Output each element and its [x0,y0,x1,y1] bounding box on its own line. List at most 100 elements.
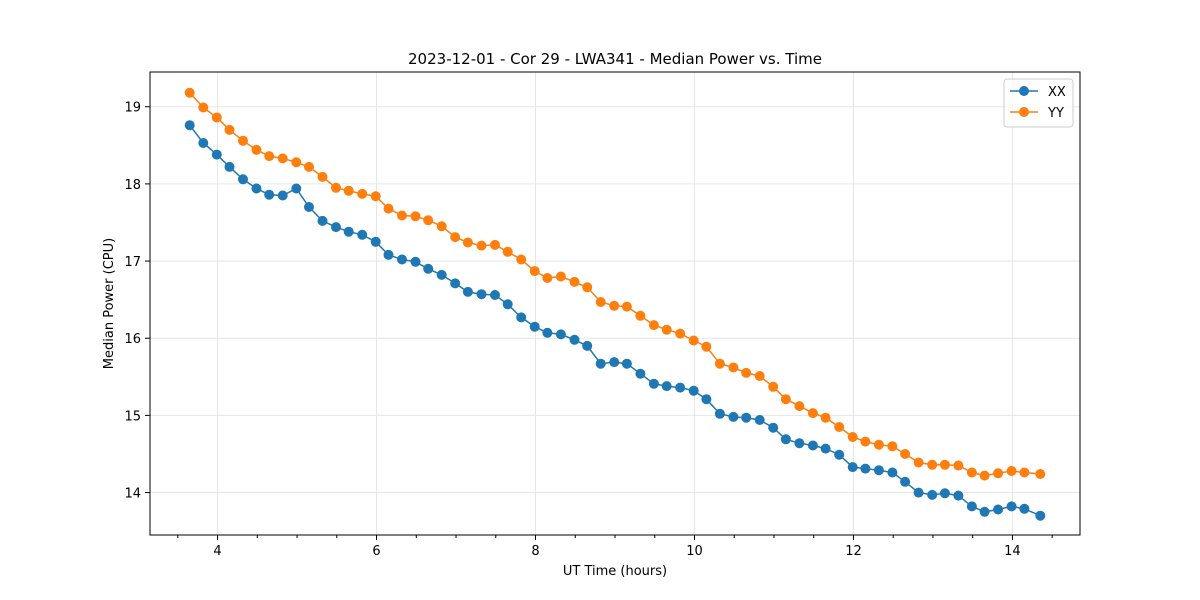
data-point-yy [476,240,487,251]
x-axis-label: UT Time (hours) [563,564,667,579]
data-point-xx [383,249,394,260]
data-point-yy [423,215,434,226]
data-point-yy [741,367,752,378]
data-point-yy [847,432,858,442]
data-point-xx [834,449,845,460]
data-point-xx [277,190,288,201]
data-point-yy [768,381,779,392]
data-point-yy [383,203,394,214]
data-point-xx [887,467,898,478]
data-point-xx [370,236,381,247]
legend-label-xx: XX [1048,85,1066,100]
data-point-xx [436,269,447,280]
data-point-yy [343,185,354,196]
y-tick-label: 15 [124,409,141,424]
y-tick-label: 16 [124,332,141,347]
data-point-yy [436,221,447,232]
data-point-xx [198,138,209,148]
y-tick-label: 18 [124,178,141,193]
data-point-xx [701,394,712,405]
grid-lines [150,72,1080,535]
data-point-xx [714,408,725,419]
data-point-xx [184,120,195,131]
data-point-yy [939,459,950,470]
data-point-yy [490,239,500,250]
legend-marker-xx [1019,86,1029,96]
data-point-yy [211,112,222,123]
data-point-yy [238,135,248,146]
data-point-xx [529,321,540,332]
data-point-xx [502,299,513,310]
data-point-yy [198,102,209,113]
axis-ticks: 4 6 8 10 12 14 14 15 16 17 18 19 [124,101,1053,559]
data-point-yy [317,171,328,182]
chart-title: 2023-12-01 - Cor 29 - LWA341 - Median Po… [408,50,822,68]
data-point-xx [238,174,248,185]
data-point-yy [1035,469,1046,479]
data-point-xx [516,312,527,323]
data-point-xx [966,501,977,512]
data-point-yy [357,188,368,199]
data-point-yy [184,87,195,98]
data-point-xx [490,290,500,300]
data-point-xx [291,183,302,194]
data-point-yy [754,371,765,381]
data-point-xx [251,183,262,194]
data-point-yy [993,468,1004,479]
data-point-yy [807,408,818,419]
data-point-xx [397,254,407,265]
data-point-yy [251,144,262,155]
legend-label-yy: YY [1047,106,1064,121]
data-point-yy [291,157,302,168]
data-point-xx [224,161,235,172]
data-point-xx [343,226,354,237]
data-point-yy [794,401,805,412]
data-point-xx [675,382,686,393]
data-point-yy [264,151,275,162]
data-point-yy [648,320,659,331]
data-point-yy [224,124,235,135]
data-point-xx [304,202,314,212]
x-tick-label: 4 [213,544,221,559]
data-point-xx [423,263,434,274]
data-point-yy [331,182,341,193]
data-point-yy [887,441,898,452]
data-point-yy [529,266,540,277]
data-point-xx [331,222,341,233]
data-point-yy [277,153,288,164]
y-axis-label: Median Power (CPU) [102,238,117,369]
data-point-yy [370,191,381,202]
data-point-yy [979,470,990,481]
data-point-xx [794,438,805,449]
data-point-xx [820,443,831,454]
data-point-yy [462,237,473,248]
data-point-yy [516,254,527,265]
data-point-xx [264,189,275,200]
data-point-yy [953,460,964,471]
data-point-yy [714,358,725,369]
data-point-xx [211,149,222,160]
data-point-xx [768,422,779,433]
data-point-xx [754,415,765,425]
data-point-xx [476,289,487,300]
data-point-xx [595,358,606,369]
data-point-yy [701,341,712,352]
data-point-yy [728,362,739,373]
data-point-xx [621,358,632,369]
data-point-yy [675,328,686,339]
data-point-xx [807,440,818,451]
data-point-xx [741,412,752,423]
data-point-xx [1035,510,1046,521]
data-point-yy [966,467,977,478]
data-point-xx [609,357,620,368]
data-point-yy [621,301,632,312]
data-point-yy [582,282,593,293]
data-point-yy [900,449,911,459]
data-point-yy [397,210,407,221]
data-point-yy [410,211,421,222]
data-point-yy [873,439,884,450]
y-tick-label: 14 [124,487,141,502]
data-point-yy [688,335,699,346]
data-point-xx [1006,501,1017,512]
